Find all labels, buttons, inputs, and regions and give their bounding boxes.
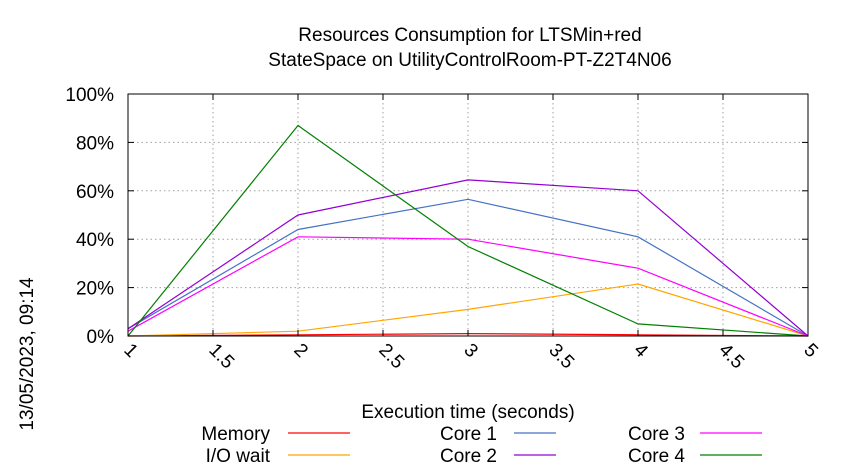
series-line-core-3: [127, 236, 809, 337]
y-tick-label: 100%: [65, 85, 114, 106]
x-tick-label: 4: [629, 340, 652, 363]
legend-label-memory: Memory: [201, 424, 270, 445]
y-tick-label: 60%: [76, 182, 114, 203]
series-line-core-4: [127, 124, 809, 337]
x-tick-label: 1.5: [204, 340, 238, 374]
y-tick-label: 20%: [76, 279, 114, 300]
grid-lines: [128, 94, 808, 336]
x-tick-label: 2: [289, 340, 311, 362]
legend-label-core-2: Core 2: [440, 446, 497, 467]
y-axis-ticks: 0% 20% 40% 60% 80% 100%: [65, 85, 808, 348]
series-line-core-1: [127, 198, 809, 337]
legend-label-i-o-wait: I/O wait: [206, 446, 271, 467]
chart-title-line-2: StateSpace on UtilityControlRoom-PT-Z2T4…: [268, 50, 671, 71]
timestamp-label: 13/05/2023, 09:14: [17, 277, 38, 431]
y-tick-label: 40%: [76, 230, 114, 251]
legend-label-core-1: Core 1: [440, 424, 497, 445]
legend-label-core-4: Core 4: [628, 446, 685, 467]
y-tick-label: 80%: [76, 133, 114, 154]
x-axis-ticks: 1 1.5 2 2.5 3 3.5 4 4.5 5: [119, 94, 822, 374]
x-tick-label: 2.5: [374, 340, 408, 374]
series-line-i-o-wait: [127, 283, 809, 337]
x-tick-label: 3.5: [544, 340, 578, 374]
series-line-core-2: [127, 179, 809, 337]
x-tick-label: 5: [799, 340, 821, 362]
x-tick-label: 4.5: [714, 340, 748, 374]
chart-title-line-1: Resources Consumption for LTSMin+red: [298, 25, 641, 46]
x-tick-label: 1: [119, 340, 141, 362]
legend-label-core-3: Core 3: [628, 424, 685, 445]
x-axis-label: Execution time (seconds): [361, 402, 574, 423]
y-tick-label: 0%: [87, 327, 115, 348]
x-tick-label: 3: [459, 340, 481, 362]
series-layer: [127, 124, 809, 337]
